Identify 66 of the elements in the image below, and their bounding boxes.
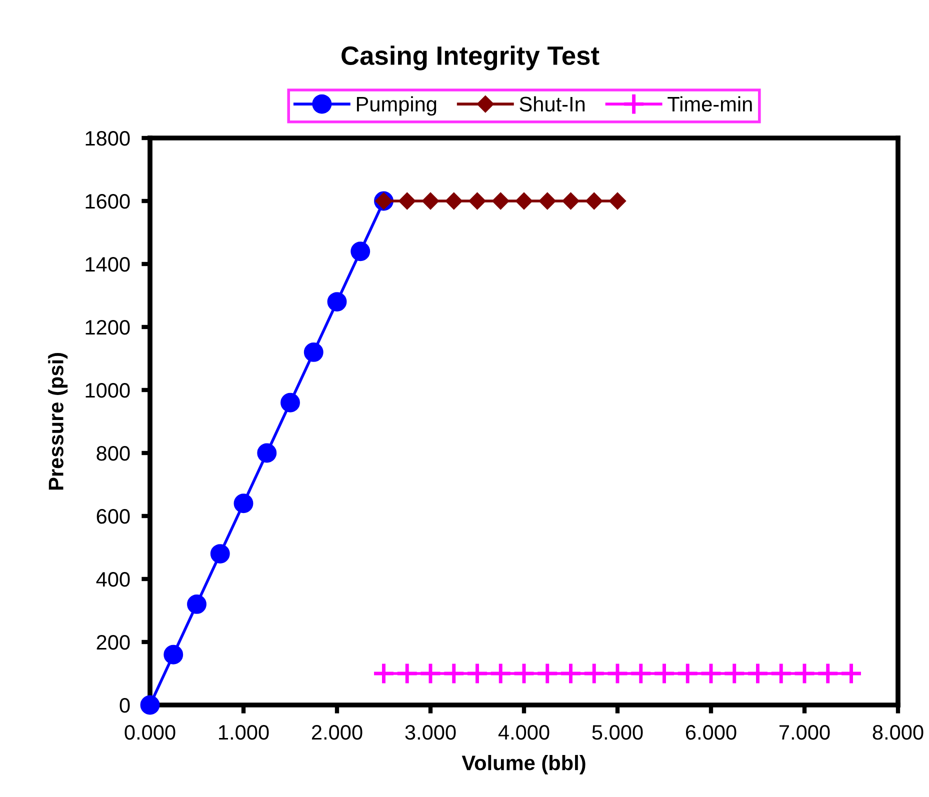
point [140,695,160,715]
chart-title: Casing Integrity Test [342,46,600,70]
point [187,594,206,614]
y-axis-title: Pressure (psi) [48,353,68,490]
point [396,662,419,685]
x-tick-label: 7.000 [780,724,830,740]
x-tick-label: 3.000 [405,724,456,740]
point [280,392,300,412]
point [512,662,536,685]
point [422,192,440,210]
x-tick-label: 4.000 [498,724,550,740]
point [652,662,676,685]
point [562,192,580,210]
y-tick-label: 800 [96,446,130,461]
point [700,662,722,685]
point [419,662,442,685]
point [468,192,486,210]
point [515,192,533,210]
y-tick-label: 400 [96,572,130,587]
point [559,662,582,685]
x-tick-label: 8.000 [872,724,924,740]
legend-label: Shut-In [520,96,585,112]
point [210,544,230,564]
point [257,443,277,463]
y-tick-label: 1000 [86,383,130,398]
point [372,662,396,685]
point [327,292,347,312]
y-tick-label: 1200 [86,320,130,335]
point [398,192,416,210]
point [538,192,556,210]
point [676,662,700,685]
y-tick-label: 200 [96,635,130,650]
point [350,242,370,262]
x-tick-label: 2.000 [312,724,362,740]
y-tick-label: 600 [96,509,130,524]
point [770,662,793,685]
point [492,192,510,210]
x-axis-title: Volume (bbl) [462,754,586,774]
point [234,494,254,514]
point [489,662,512,685]
point [816,662,840,685]
x-tick-label: 5.000 [592,724,643,740]
y-tick-label: 1400 [86,257,130,272]
point [304,342,324,362]
point [442,662,466,685]
point [629,662,652,685]
point [840,662,863,685]
x-tick-label: 1.000 [219,724,269,740]
x-tick-label: 6.000 [686,724,736,740]
x-tick-label: 0.000 [124,724,176,740]
y-tick-label: 0 [120,698,130,713]
point [445,192,462,210]
legend-label: Pumping [356,96,436,116]
y-tick-label: 1800 [86,131,130,146]
point [793,662,816,685]
point [746,662,770,685]
point [606,662,629,685]
legend-label: Time-min [668,96,752,112]
y-tick-label: 1600 [86,194,130,209]
point [722,662,746,685]
point [586,192,603,210]
point [608,192,626,210]
point [164,644,184,664]
point [466,662,489,685]
point [536,662,559,685]
point [582,662,606,685]
